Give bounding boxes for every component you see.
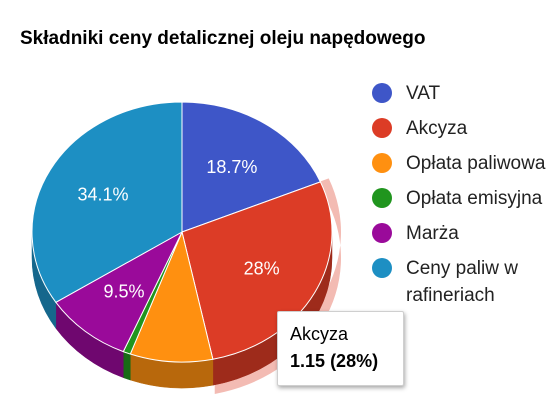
legend: VAT Akcyza Opłata paliwowa Opłata emisyj…	[372, 80, 550, 317]
pie-slice-marza	[55, 230, 184, 353]
tooltip-label: Akcyza	[290, 324, 349, 344]
legend-item-oplata-paliwowa[interactable]: Opłata paliwowa	[372, 150, 550, 177]
legend-label-akcyza: Akcyza	[406, 118, 468, 139]
pie-slice-vat	[181, 101, 322, 233]
pie-slice-ceny-paliw-w-rafineriach	[31, 101, 183, 303]
legend-label-marza: Marża	[406, 223, 459, 244]
legend-item-oplata-emisyjna[interactable]: Opłata emisyjna	[372, 185, 550, 212]
tooltip-percent: (28%)	[330, 351, 379, 371]
pie-chart: 18.7% 28% 9.5% 34.1%	[31, 101, 341, 395]
tooltip-value: 1.15	[290, 351, 326, 371]
data-label-marza: 9.5%	[103, 282, 144, 302]
data-label-akcyza: 28%	[244, 258, 280, 278]
legend-swatch-oplata-emisyjna	[372, 188, 392, 208]
legend-swatch-akcyza	[372, 118, 392, 138]
chart-title: Składniki ceny detalicznej oleju napędow…	[20, 28, 426, 49]
legend-label-oplata-paliwowa: Opłata paliwowa	[406, 153, 546, 174]
legend-label-oplata-emisyjna: Opłata emisyjna	[406, 188, 543, 209]
legend-swatch-ceny-paliw	[372, 258, 392, 278]
legend-item-akcyza[interactable]: Akcyza	[372, 115, 550, 142]
pie-side-oplata-emisyjna	[123, 351, 131, 381]
legend-swatch-vat	[372, 83, 392, 103]
legend-swatch-marza	[372, 223, 392, 243]
data-label-vat: 18.7%	[206, 157, 257, 177]
legend-label-vat: VAT	[406, 83, 441, 104]
legend-item-marza[interactable]: Marża	[372, 220, 550, 247]
legend-swatch-oplata-paliwowa	[372, 153, 392, 173]
tooltip-value-line: 1.15 (28%)	[290, 347, 391, 375]
legend-label-ceny-paliw: Ceny paliw w rafineriach	[406, 258, 518, 306]
data-label-ceny-paliw-w-rafineriach: 34.1%	[77, 185, 128, 205]
legend-item-ceny-paliw[interactable]: Ceny paliw w rafineriach	[372, 255, 550, 309]
pie-slice-oplata-paliwowa	[129, 230, 214, 363]
legend-item-vat[interactable]: VAT	[372, 80, 550, 107]
tooltip: Akcyza 1.15 (28%)	[277, 311, 404, 386]
